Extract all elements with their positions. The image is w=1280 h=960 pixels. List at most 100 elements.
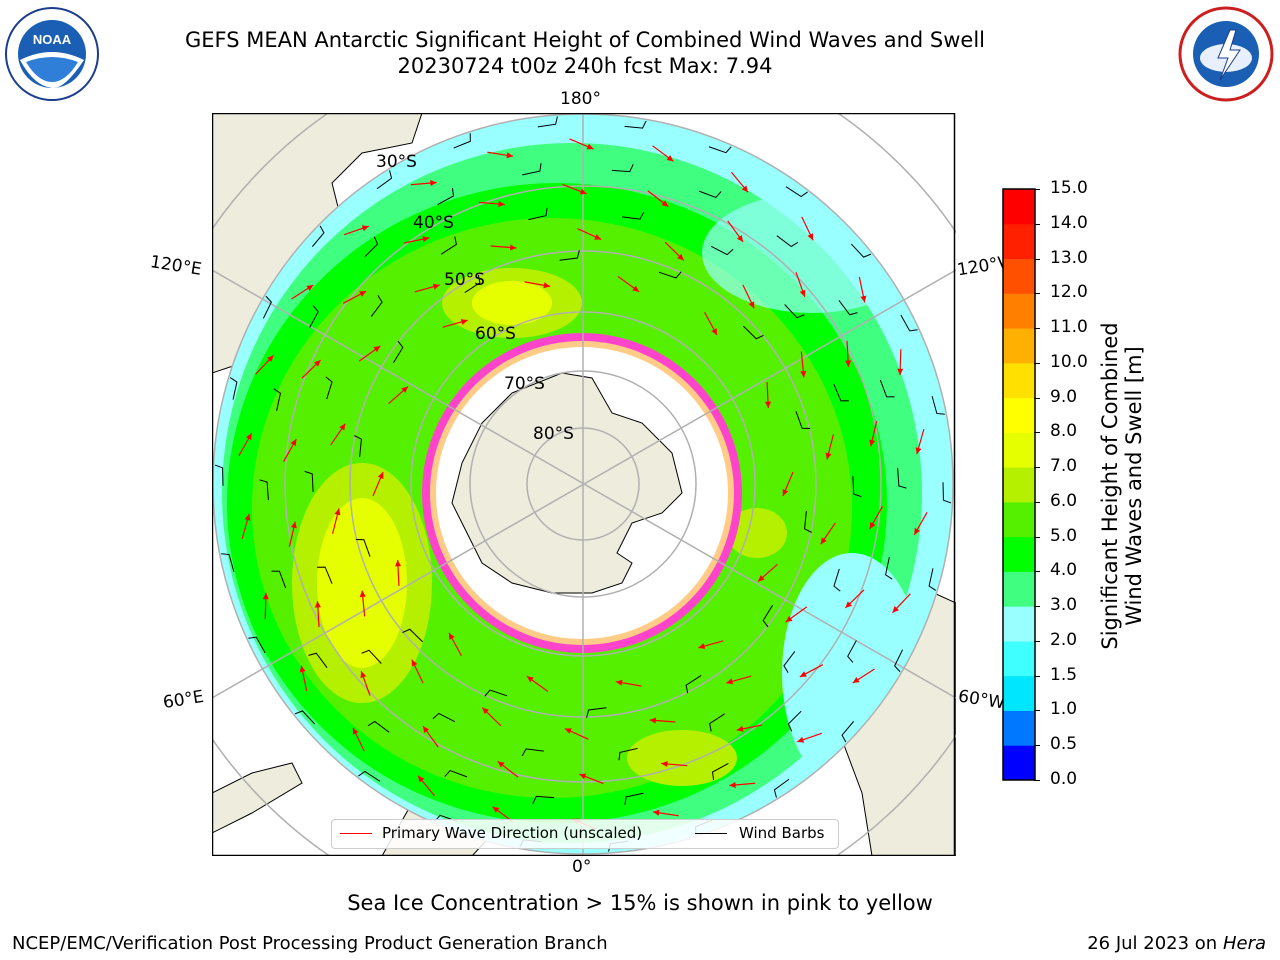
wind-barb [248,636,266,654]
colorbar-tick [1034,606,1040,608]
wave-arrow-head [432,283,440,290]
wind-barb [884,557,893,580]
colorbar-swatch [1003,640,1035,677]
colorbar-tick [1034,745,1040,747]
wind-barb [879,379,895,398]
wave-arrow-head [417,775,425,783]
colorbar-swatch [1003,606,1035,642]
wind-barb [931,395,945,415]
wave-arrow-head [677,253,684,261]
wave-arrow-head [726,678,734,685]
wind-barb [393,340,404,364]
colorbar-tick-label: 8.0 [1050,421,1078,442]
lat-label-80s: 80°S [533,424,574,444]
wave-arrow-head [661,200,669,207]
wave-height-field [213,114,953,854]
colorbar-swatch [1003,293,1035,329]
wind-barb [271,570,287,589]
colorbar-tick-label: 14.0 [1050,212,1088,233]
wave-arrow-head [869,439,876,447]
colorbar [1002,188,1036,781]
wave-arrow-head [339,423,346,431]
wind-barb [850,243,872,258]
wind-barb [773,778,790,798]
colorbar-tick [1034,362,1040,364]
wind-barb [376,170,393,190]
wave-arrow-head [394,559,402,567]
colorbar-tick-label: 12.0 [1050,282,1088,303]
wind-barb [309,305,319,328]
wave-arrow-head [666,155,674,162]
lon-label-0: 0° [572,857,592,877]
wave-arrow-head [299,665,306,673]
colorbar-label: Significant Height of Combined Wind Wave… [1098,226,1146,746]
wave-arrow-head [860,295,867,303]
colorbar-tick-label: 0.5 [1050,734,1078,755]
wind-barb [742,325,764,340]
wind-barb [304,470,314,492]
wind-barb [942,482,952,504]
colorbar-tick [1034,501,1040,503]
wave-arrow-head [845,601,853,608]
wave-arrow-head [698,643,706,650]
wave-arrow-head [586,143,594,150]
date-value: 26 Jul 2023 on [1087,933,1223,954]
colorbar-tick-label: 11.0 [1050,317,1088,338]
colorbar-tick [1034,780,1040,781]
colorbar-swatch [1003,189,1035,225]
wave-arrow-head [579,188,587,195]
wind-barb [708,146,732,154]
wave-arrow-head [800,370,807,378]
wave-arrow-head [799,289,806,297]
wave-arrow-head [564,728,572,734]
antarctica-land [451,372,683,594]
wind-barb [710,245,734,256]
wind-barb [783,651,796,673]
colorbar-tick [1034,397,1040,399]
colorbar-tick [1034,189,1040,190]
wave-arrow-head [914,527,921,535]
colorbar-swatch [1003,710,1035,746]
wind-barb [484,689,508,697]
wave-arrow-head [652,809,660,816]
colorbar-tick [1034,571,1040,573]
colorbar-tick [1034,675,1040,677]
wave-arrow-head [799,671,807,677]
wind-barb [440,236,457,255]
wave-arrow-head [266,355,274,362]
wave-arrow-head [492,806,500,813]
colorbar-tick-label: 6.0 [1050,490,1078,511]
colorbar-swatch [1003,467,1035,503]
wind-barb [221,553,235,573]
wind-barb [795,411,811,429]
primary-wave-arrows [238,138,928,830]
wind-barb [532,795,555,804]
wave-arrow-head [506,152,514,159]
colorbar-swatch [1003,432,1035,468]
legend-wind-barbs: Wind Barbs [739,824,825,842]
wind-barb [432,712,456,723]
colorbar-ticks: 0.0 0.5 1.0 1.5 2.0 3.0 4.0 5.0 6.0 7.0 8.0 9.0 10.0… [1034,178,1096,789]
wind-barb [355,539,371,557]
wave-arrow-head [314,601,321,608]
wind-barb [897,467,907,489]
wave-arrow-head [509,244,517,251]
chart-title: GEFS MEAN Antarctic Significant Height o… [184,28,986,52]
wave-arrow-head [498,200,505,208]
chart-subtitle: 20230724 t00z 240h fcst Max: 7.94 [397,54,773,78]
wind-barb [624,120,647,129]
colorbar-tick [1034,258,1040,260]
wave-arrow-head [757,575,765,582]
wave-arrow-head [430,179,437,187]
lat-label-60s: 60°S [475,324,516,344]
wind-barb [308,652,328,668]
colorbar-tick-label: 5.0 [1050,525,1078,546]
wave-arrow-head [359,590,366,598]
sea-ice-caption: Sea Ice Concentration > 15% is shown in … [347,891,933,915]
lon-label-60e: 60°E [161,686,206,714]
colorbar-tick-label: 1.5 [1050,664,1078,685]
wave-arrow-head [649,717,657,724]
wave-arrow-head [729,781,736,789]
wave-arrow-head [579,773,587,780]
noaa-logo: NOAA [5,7,99,101]
